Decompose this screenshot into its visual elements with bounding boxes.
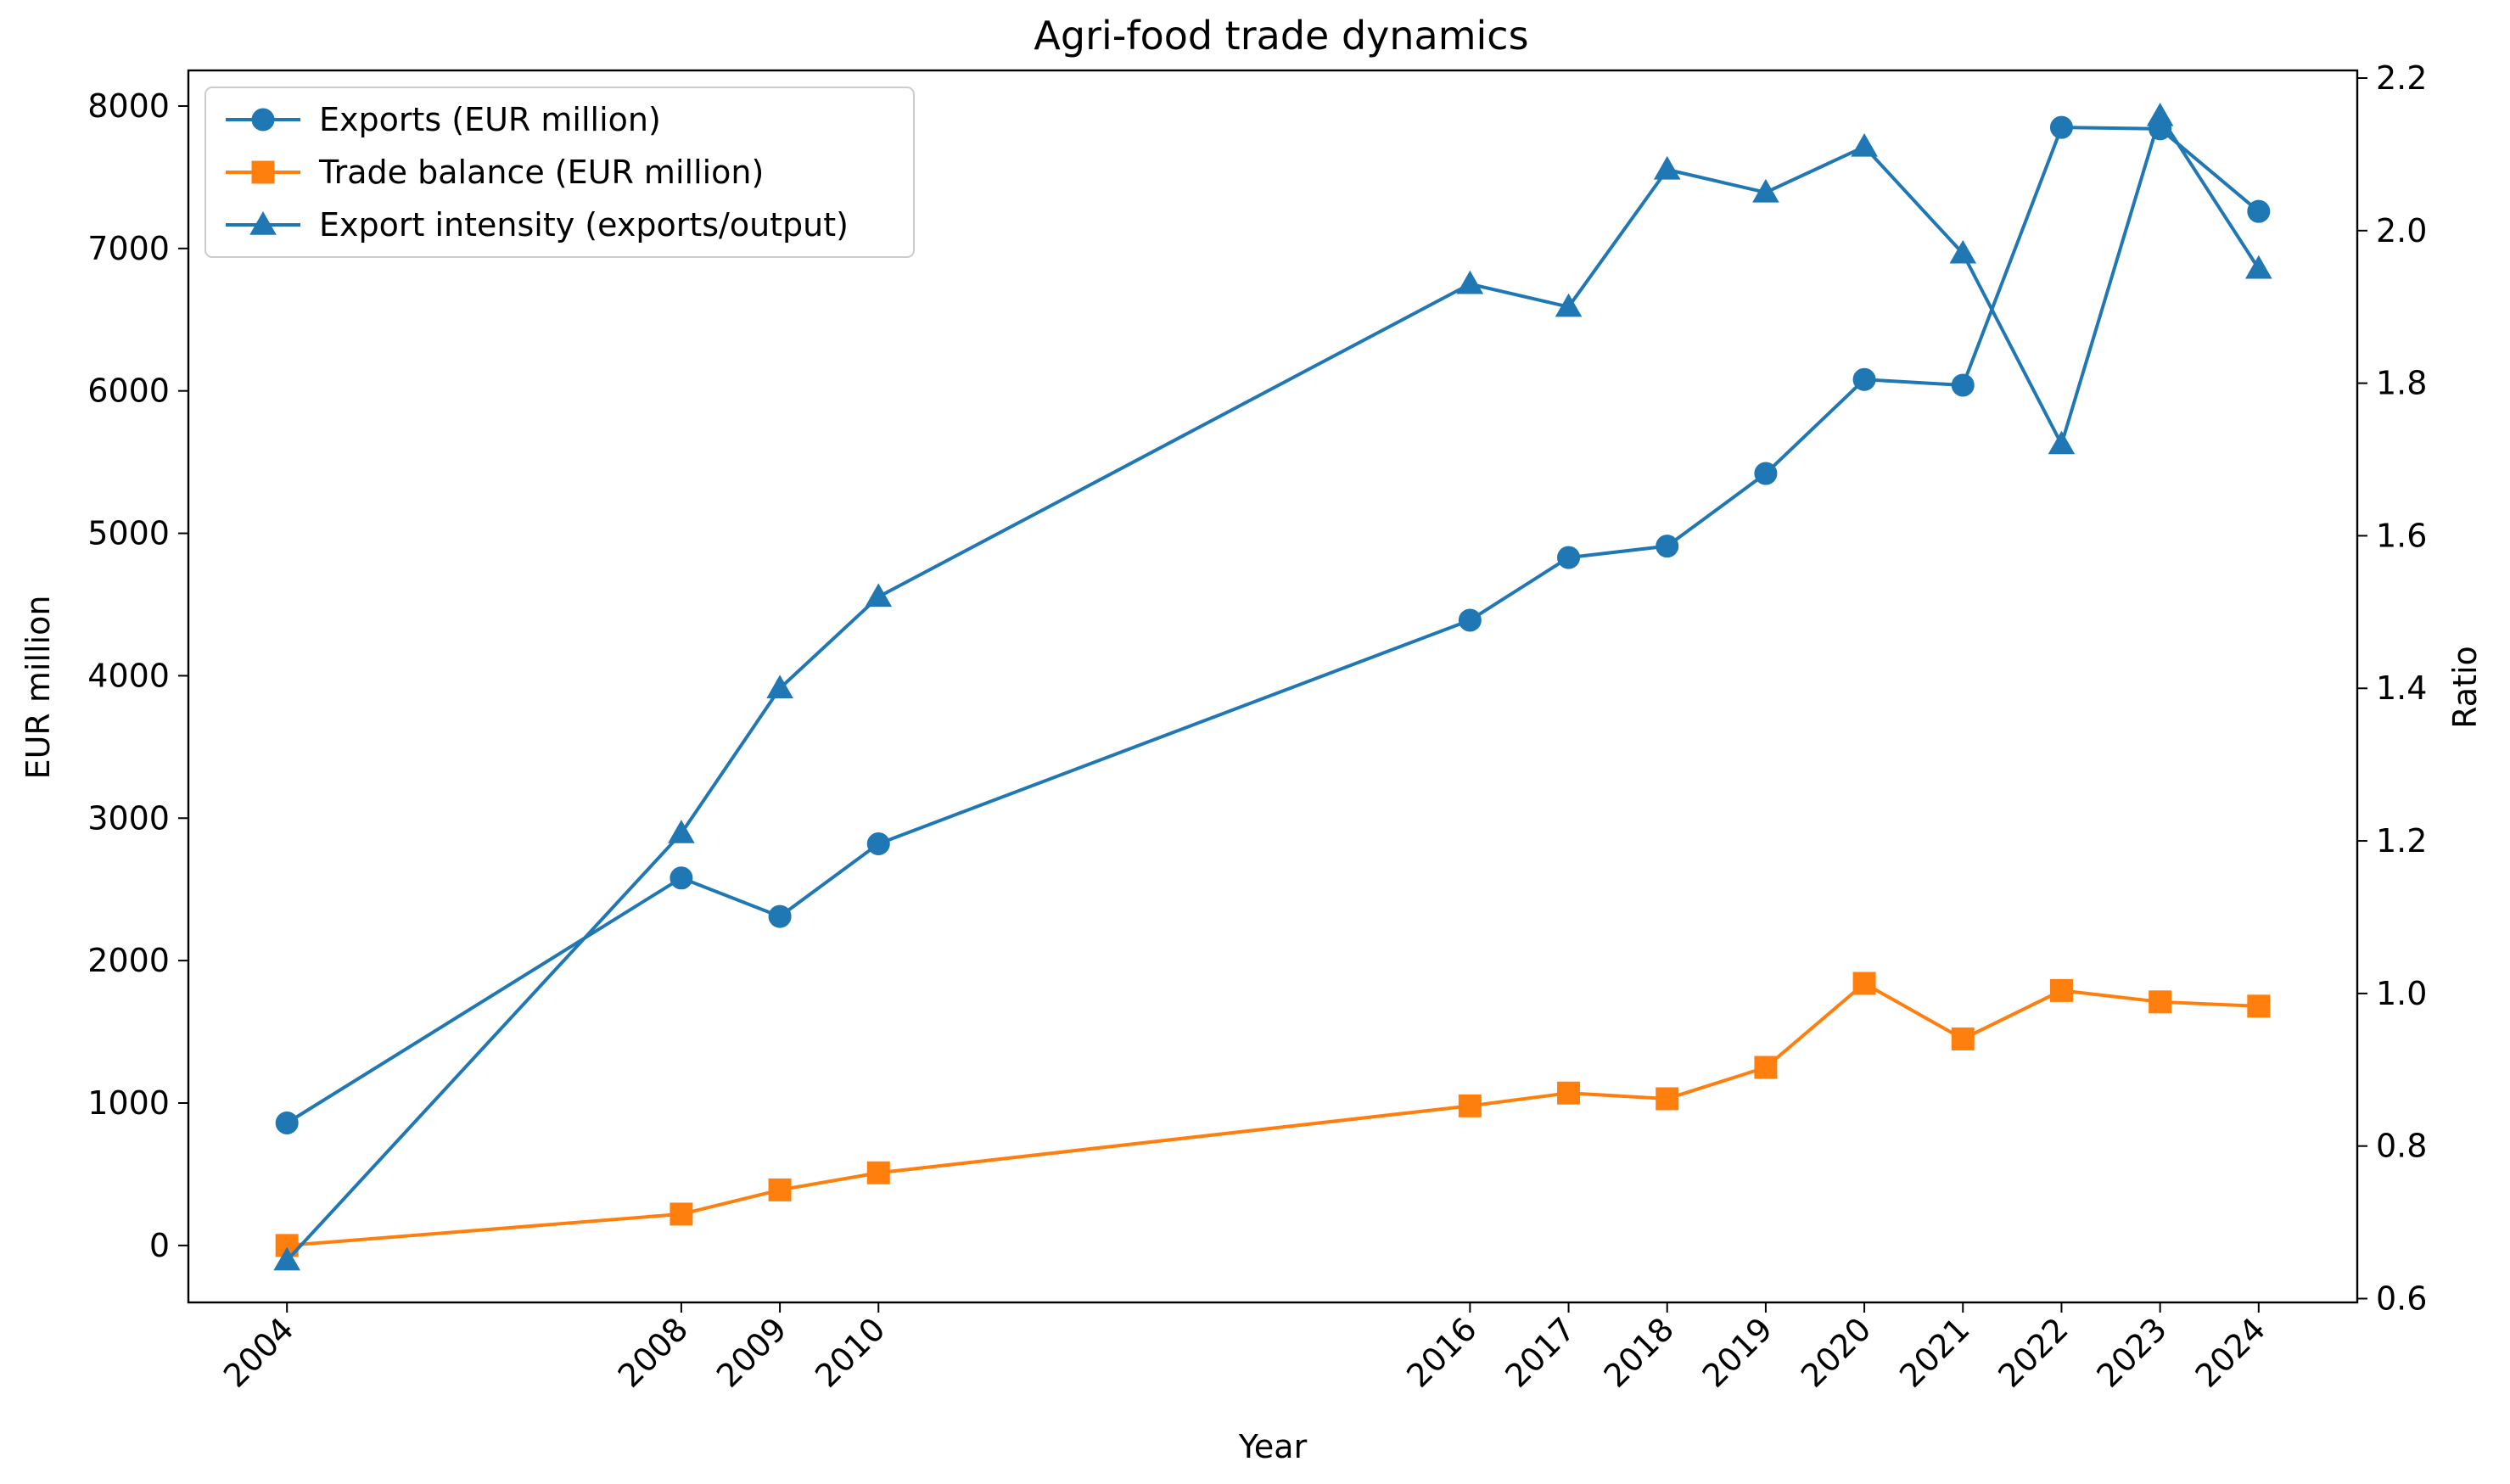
plot-frame [187, 69, 2359, 1304]
x-tick-label: 2024 [2188, 1310, 2273, 1395]
data-point-square [670, 1202, 693, 1226]
series-triangle-group [273, 102, 2272, 1271]
right-y-tick-label: 1.8 [2376, 365, 2427, 402]
legend-label: Export intensity (exports/output) [319, 206, 849, 244]
legend-entry: Exports (EUR million) [226, 101, 661, 138]
left-y-tick-label: 4000 [87, 657, 170, 694]
left-y-tick-label: 8000 [87, 87, 170, 125]
legend-entry: Trade balance (EUR million) [226, 154, 764, 191]
legend-label: Trade balance (EUR million) [318, 154, 764, 191]
data-point-triangle [865, 583, 893, 608]
x-tick-label: 2020 [1794, 1310, 1879, 1395]
data-point-triangle [1456, 270, 1484, 294]
data-point-square [1951, 1027, 1975, 1050]
right-y-tick-label: 0.6 [2376, 1280, 2427, 1318]
data-point-triangle [2245, 255, 2272, 279]
data-point-triangle [1653, 155, 1681, 180]
x-axis-ticks: 2004 2008 2009 2010 2016 2017 2018 2019 2020 2021… [216, 1302, 2272, 1395]
data-point-circle [1557, 546, 1581, 569]
x-tick-label: 2009 [709, 1310, 794, 1395]
right-y-tick-label: 1.0 [2376, 975, 2427, 1012]
data-point-triangle [2146, 102, 2174, 126]
x-tick-label: 2010 [808, 1310, 893, 1395]
left-y-tick-label: 7000 [87, 230, 170, 267]
data-point-triangle [1949, 239, 1977, 264]
legend-marker-sample [251, 108, 275, 132]
legend-label: Exports (EUR million) [319, 101, 661, 138]
left-y-tick-label: 3000 [87, 799, 170, 837]
data-point-circle [275, 1111, 299, 1134]
data-point-square [2247, 994, 2271, 1018]
left-y-axis-title: EUR million [20, 596, 57, 780]
data-point-triangle [273, 1246, 300, 1271]
data-point-circle [2247, 199, 2271, 223]
x-tick-label: 2021 [1892, 1310, 1977, 1395]
data-point-triangle [2048, 430, 2076, 455]
left-y-tick-label: 5000 [87, 515, 170, 552]
legend-box [204, 87, 915, 258]
right-y-tick-label: 1.2 [2376, 822, 2427, 860]
data-point-square [768, 1178, 792, 1201]
legend-entry: Export intensity (exports/output) [226, 206, 849, 244]
data-point-square [866, 1161, 890, 1184]
right-y-axis-ticks: 0.6 0.8 1.0 1.2 1.4 1.6 1.8 2.0 2.2 [2357, 59, 2427, 1318]
data-point-square [1557, 1081, 1581, 1105]
left-y-tick-label: 0 [149, 1227, 170, 1264]
x-tick-label: 2017 [1498, 1310, 1583, 1395]
legend-marker-sample [251, 160, 275, 184]
right-y-axis-title: Ratio [2446, 646, 2484, 729]
left-y-tick-label: 1000 [87, 1084, 170, 1122]
x-tick-label: 2008 [611, 1310, 696, 1395]
x-tick-label: 2016 [1399, 1310, 1484, 1395]
data-point-square [1656, 1087, 1679, 1111]
data-point-square [1458, 1094, 1482, 1117]
right-y-tick-label: 2.0 [2376, 212, 2427, 249]
left-y-tick-label: 6000 [87, 372, 170, 410]
chart-title: Agri-food trade dynamics [1034, 13, 1528, 59]
data-point-square [1754, 1056, 1778, 1079]
left-y-tick-label: 2000 [87, 942, 170, 979]
data-point-square [2049, 978, 2073, 1002]
data-point-circle [2049, 115, 2073, 139]
plot-area [188, 70, 2357, 1302]
legend: Exports (EUR million) Trade balance (EUR … [204, 87, 915, 258]
series-layer [273, 102, 2272, 1271]
data-point-triangle [1555, 293, 1583, 317]
x-tick-label: 2023 [2089, 1310, 2174, 1395]
x-tick-label: 2019 [1695, 1310, 1780, 1395]
data-point-circle [1754, 462, 1778, 485]
right-y-tick-label: 2.2 [2376, 59, 2427, 97]
data-point-circle [1852, 367, 1876, 391]
data-point-square [1852, 972, 1876, 995]
data-point-circle [768, 904, 792, 928]
x-tick-label: 2004 [216, 1310, 301, 1395]
right-y-tick-label: 1.6 [2376, 517, 2427, 554]
legend-marker-sample [249, 211, 277, 235]
left-y-axis-ticks: 0 1000 2000 3000 4000 5000 6000 7000 8000 [87, 87, 188, 1264]
data-point-circle [1656, 535, 1679, 558]
x-axis-title: Year [1238, 1428, 1308, 1465]
right-y-tick-label: 1.4 [2376, 669, 2427, 707]
right-y-tick-label: 0.8 [2376, 1128, 2427, 1165]
data-point-circle [1951, 373, 1975, 397]
x-tick-label: 2018 [1597, 1310, 1682, 1395]
data-point-triangle [668, 820, 695, 843]
data-point-triangle [766, 675, 793, 698]
data-point-square [2149, 990, 2172, 1014]
x-tick-label: 2022 [1991, 1310, 2076, 1395]
data-point-triangle [1752, 178, 1779, 203]
data-point-circle [1458, 608, 1482, 632]
data-point-triangle [1851, 132, 1878, 157]
data-point-circle [866, 832, 890, 855]
data-point-circle [670, 866, 693, 890]
